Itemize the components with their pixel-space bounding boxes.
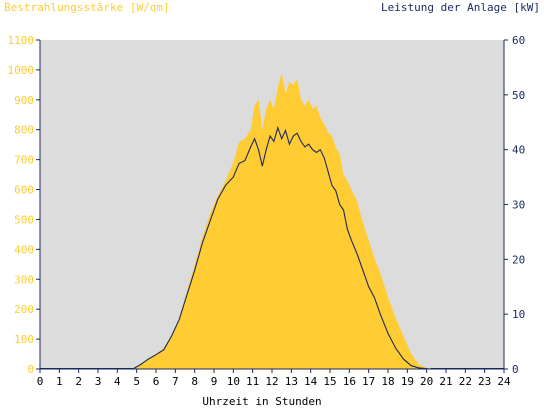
x-tick-label: 2 [75, 375, 82, 388]
y-left-tick-label: 600 [14, 184, 34, 197]
y-right-tick-label: 20 [512, 253, 525, 266]
y-left-tick-label: 200 [14, 303, 34, 316]
x-tick-label: 1 [56, 375, 63, 388]
x-tick-label: 13 [285, 375, 298, 388]
right-axis-title: Leistung der Anlage [kW] [381, 1, 540, 14]
x-tick-label: 11 [246, 375, 259, 388]
x-tick-label: 5 [133, 375, 140, 388]
x-tick-label: 21 [439, 375, 452, 388]
power-line [132, 125, 431, 370]
y-right-tick-label: 10 [512, 308, 525, 321]
x-tick-label: 4 [114, 375, 121, 388]
x-tick-label: 9 [211, 375, 218, 388]
x-tick-label: 22 [459, 375, 472, 388]
x-tick-label: 12 [265, 375, 278, 388]
x-tick-label: 20 [420, 375, 433, 388]
x-tick-label: 16 [343, 375, 356, 388]
y-left-tick-label: 500 [14, 213, 34, 226]
x-tick-label: 8 [191, 375, 198, 388]
x-tick-label: 10 [227, 375, 240, 388]
y-left-tick-label: 700 [14, 154, 34, 167]
y-right-tick-label: 0 [512, 363, 519, 376]
x-tick-label: 14 [304, 375, 318, 388]
x-tick-label: 0 [37, 375, 44, 388]
y-right-tick-label: 30 [512, 199, 525, 212]
x-tick-label: 23 [478, 375, 491, 388]
y-left-tick-label: 1100 [8, 34, 35, 47]
x-tick-label: 19 [401, 375, 414, 388]
y-left-tick-label: 100 [14, 333, 34, 346]
y-left-tick-label: 0 [27, 363, 34, 376]
x-tick-label: 15 [323, 375, 336, 388]
x-tick-label: 24 [497, 375, 511, 388]
left-axis-title: Bestrahlungsstärke [W/qm] [4, 1, 170, 14]
y-left-tick-label: 300 [14, 273, 34, 286]
irradiance-area [132, 72, 431, 370]
y-right-tick-label: 50 [512, 89, 525, 102]
x-axis-title: Uhrzeit in Stunden [202, 395, 321, 408]
y-right-tick-label: 40 [512, 144, 525, 157]
x-tick-label: 6 [153, 375, 160, 388]
y-left-tick-label: 400 [14, 243, 34, 256]
y-left-tick-label: 900 [14, 94, 34, 107]
y-left-tick-label: 1000 [8, 64, 35, 77]
x-tick-label: 3 [95, 375, 102, 388]
x-tick-label: 18 [381, 375, 394, 388]
y-right-tick-label: 60 [512, 34, 525, 47]
x-tick-label: 7 [172, 375, 179, 388]
y-left-tick-label: 800 [14, 124, 34, 137]
x-tick-label: 17 [362, 375, 375, 388]
